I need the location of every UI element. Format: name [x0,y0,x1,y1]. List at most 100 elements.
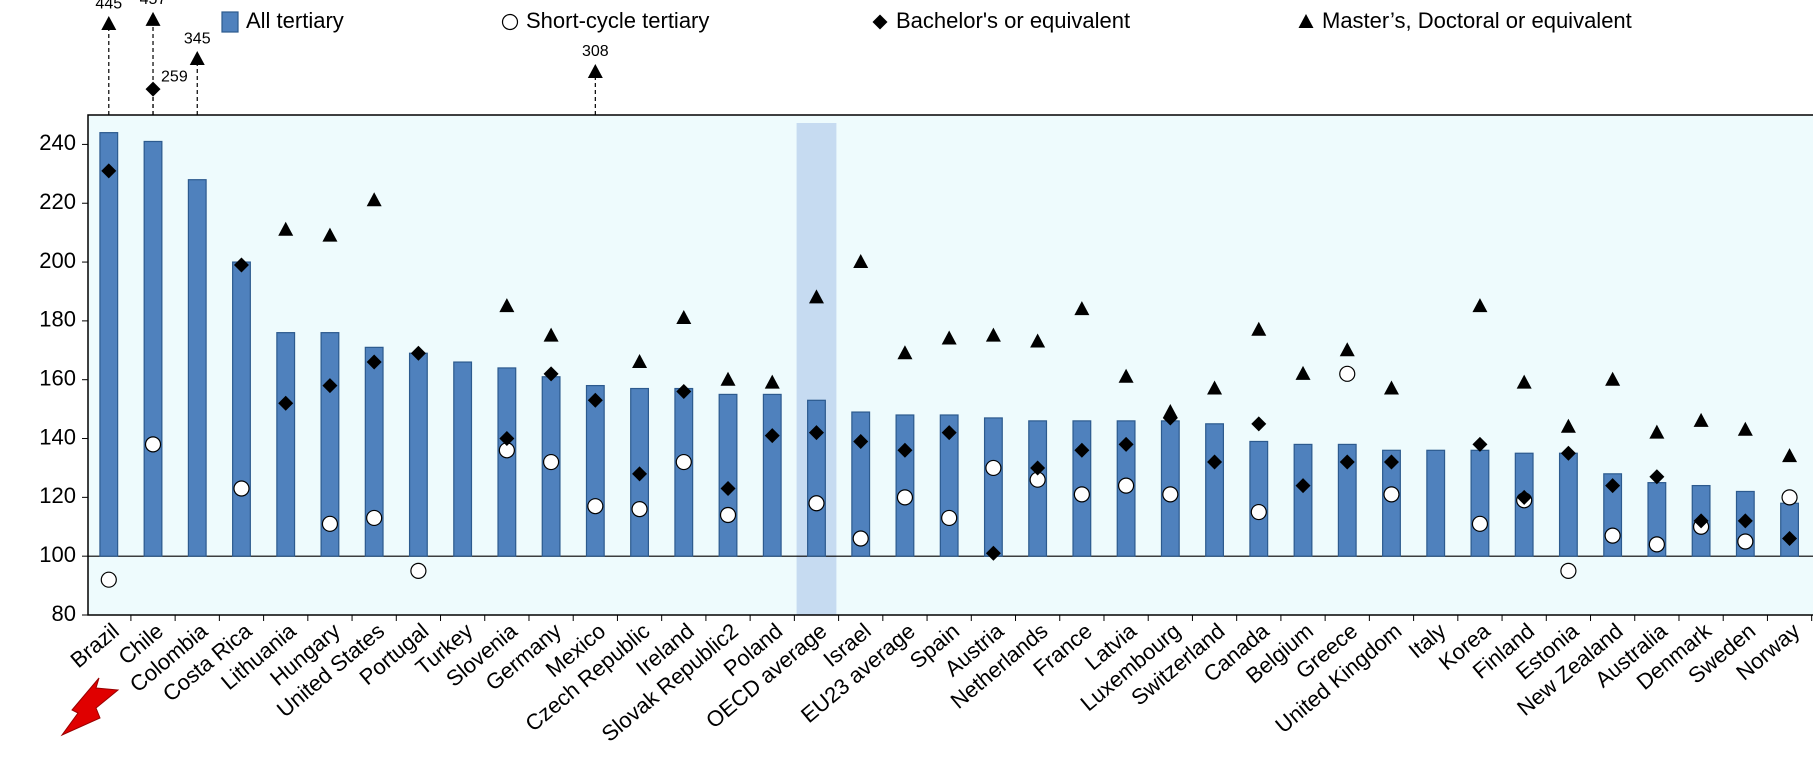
diamond-marker [985,545,1001,561]
circle-marker [1648,536,1665,553]
circle-marker [542,453,560,471]
bar [497,367,517,557]
bar [232,261,251,557]
triangle-marker [897,345,913,360]
triangle-marker [985,327,1001,342]
diamond-marker [1074,442,1090,458]
diamond-marker [366,354,382,370]
triangle-marker [1074,301,1090,316]
plot-frame [87,114,1813,616]
diamond-marker [1782,531,1798,547]
diamond-marker [941,425,957,441]
circle-marker [631,501,648,518]
triangle-marker [322,227,338,242]
circle-marker [896,489,914,506]
bar [1249,440,1269,557]
bar [1293,443,1313,557]
legend-swatch [221,11,239,33]
triangle-marker [941,330,957,345]
bar [1205,423,1225,557]
triangle-marker [278,221,294,236]
y-tick-label: 120 [39,483,76,508]
triangle-marker [1030,333,1046,348]
diamond-marker [676,383,692,399]
legend-swatch [1298,14,1314,28]
triangle-marker [764,374,780,389]
triangle-marker [632,354,648,369]
diamond-marker [1207,454,1223,470]
bar [1780,502,1800,557]
circle-marker [1604,527,1621,544]
bar [1470,449,1490,557]
circle-marker [321,515,339,532]
bar [895,414,915,557]
triangle-marker [1737,421,1753,436]
red-arrow [60,677,120,737]
off-scale-marker [145,81,161,97]
diamond-marker [1605,478,1621,494]
circle-marker [233,480,250,497]
bar [453,361,473,557]
off-scale-marker [189,51,205,66]
diamond-marker [897,442,913,458]
off-scale-marker [101,16,117,31]
triangle-marker [543,327,559,342]
triangle-marker [1782,448,1798,463]
diamond-marker [1251,416,1267,432]
triangle-marker [676,309,692,324]
triangle-marker [1339,342,1355,357]
bar [674,387,694,557]
triangle-marker [808,289,824,304]
circle-marker [1737,533,1754,550]
triangle-marker [1472,298,1488,313]
y-tick-label: 140 [39,424,76,449]
circle-marker [1383,486,1400,503]
circle-marker [366,509,383,527]
circle-marker [675,453,692,471]
diamond-marker [1339,454,1355,470]
y-tick-label: 80 [52,601,76,626]
bar [851,411,871,557]
triangle-marker [1295,365,1311,380]
bar [364,346,384,557]
triangle-marker [499,298,515,313]
circle-marker [852,530,869,547]
off-scale-label: 308 [582,43,609,60]
bar [1028,420,1048,557]
circle-marker [1162,486,1179,503]
diamond-marker [1693,513,1709,529]
circle-marker [1471,515,1489,532]
bar [1337,443,1357,557]
triangle-marker [853,254,869,269]
diamond-marker [499,431,515,447]
bar [585,384,605,557]
bar [1382,449,1401,557]
triangle-marker [1649,424,1665,439]
bar [762,393,782,557]
diamond-marker [101,163,117,179]
bar [187,179,207,557]
circle-marker [1781,489,1798,506]
diamond-marker [764,428,780,444]
circle-marker [1250,503,1267,521]
bar [1426,449,1446,557]
diamond-marker [632,466,648,482]
legend-label: All tertiary [246,8,344,33]
circle-marker [941,509,958,527]
circle-marker [1117,477,1135,494]
triangle-marker [1693,412,1709,427]
circle-marker [100,571,117,588]
diamond-marker [1737,513,1753,529]
legend-swatch [872,14,888,30]
off-scale-label: 259 [161,68,188,85]
circle-marker [1560,562,1577,579]
circle-marker [719,506,737,524]
triangle-marker [1162,404,1178,419]
diamond-marker [720,481,736,497]
diamond-marker [1560,445,1576,461]
off-scale-label: 445 [95,0,122,12]
y-tick-label: 200 [39,248,76,273]
triangle-marker [1383,380,1399,395]
diamond-marker [1030,460,1046,476]
